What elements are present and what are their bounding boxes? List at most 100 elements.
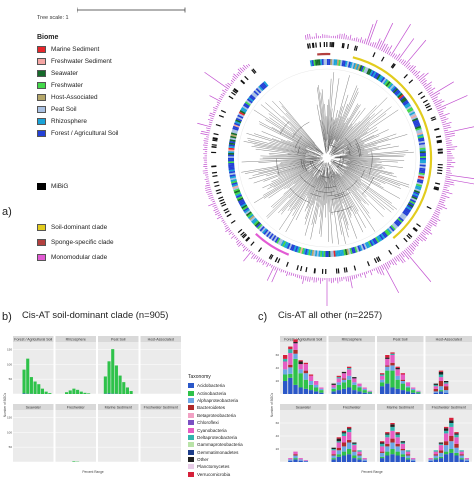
purple-bar xyxy=(213,110,216,111)
panel-c-bar-segment xyxy=(434,452,438,455)
mibig-tick xyxy=(343,43,344,48)
purple-bar xyxy=(380,266,385,275)
panel-b-bar-segment xyxy=(22,370,25,394)
purple-bar xyxy=(217,216,222,219)
panel-c-bar-segment xyxy=(283,362,287,370)
mibig-tick xyxy=(313,43,314,48)
panel-c-bar-segment xyxy=(454,444,458,448)
tree-node-arc xyxy=(293,122,310,137)
panel-c-bar-segment xyxy=(380,446,384,451)
purple-bar xyxy=(293,273,294,275)
mibig-tick xyxy=(221,202,226,204)
tree-branch xyxy=(335,152,414,157)
clade-legend-item: Monomodular clade xyxy=(37,252,114,262)
mibig-tick xyxy=(437,170,442,171)
panel-c-bar-segment xyxy=(439,457,443,458)
panel-c-bar-segment xyxy=(390,443,394,450)
biome-ring-segment xyxy=(325,59,327,65)
panel-c-bar-segment xyxy=(362,389,366,390)
clade-legend-item: Sponge-specific clade xyxy=(37,237,114,247)
purple-bar xyxy=(219,98,222,100)
panel-c-bar-segment xyxy=(444,393,448,394)
panel-c-bar-segment xyxy=(331,448,335,449)
panel-c-bar-segment xyxy=(385,358,389,359)
purple-bar xyxy=(440,117,446,119)
panel-c-bar-segment xyxy=(380,444,384,447)
panel-c-bar-segment xyxy=(352,382,356,385)
purple-bar xyxy=(204,139,208,140)
panel-c-bar-segment xyxy=(293,458,297,459)
panel-b-y-axis-label: Number of BGCs xyxy=(3,392,7,417)
panel-c-bar-segment xyxy=(459,459,463,462)
tree-branch xyxy=(347,146,399,155)
purple-bar xyxy=(358,274,359,276)
purple-bar xyxy=(246,65,248,67)
panel-c-bar-segment xyxy=(439,372,443,375)
taxonomy-item: Planctomycetes xyxy=(188,463,243,470)
biome-legend-swatch xyxy=(37,106,46,113)
panel-c-bar-segment xyxy=(288,378,292,394)
panel-b-facet-label: Seawater xyxy=(26,405,42,409)
panel-c-bar-segment xyxy=(309,385,313,390)
panel-c-bar-segment xyxy=(385,365,389,366)
panel-c-bar-segment xyxy=(459,450,463,451)
panel-c-bar-segment xyxy=(395,435,399,438)
purple-bar xyxy=(438,111,443,113)
panel-c-bar-segment xyxy=(298,369,302,373)
panel-c-y-axis-label: Number of BGCs xyxy=(270,392,274,417)
panel-c-bar-segment xyxy=(362,388,366,389)
panel-c-bar-segment xyxy=(385,435,389,438)
purple-bar xyxy=(436,209,440,211)
taxonomy-label: Other xyxy=(197,457,209,462)
mibig-tick xyxy=(238,229,242,232)
purple-bar xyxy=(412,70,415,73)
purple-bar xyxy=(383,264,398,293)
panel-c-bar-segment xyxy=(288,365,292,368)
panel-c-bar-segment xyxy=(331,391,335,394)
purple-bar xyxy=(215,211,219,213)
panel-c-bar-segment xyxy=(288,458,292,459)
panel-c-bar-segment xyxy=(385,444,389,447)
purple-bar xyxy=(259,259,261,263)
purple-bar xyxy=(444,185,450,186)
panel-c-bar-segment xyxy=(342,380,346,383)
panel-c-bar-segment xyxy=(331,384,335,385)
purple-bar xyxy=(442,122,446,123)
purple-bar xyxy=(208,119,213,121)
panel-c-bar-segment xyxy=(439,375,443,378)
panel-b-title: Cis-AT soil-dominant clade (n=905) xyxy=(22,309,168,320)
taxonomy-item: Gemmatimonadetes xyxy=(188,449,243,456)
panel-c-bar-segment xyxy=(454,456,458,463)
mibig-tick xyxy=(404,74,407,78)
mibig-tick xyxy=(437,173,442,174)
purple-bar xyxy=(368,20,377,45)
panel-c-bar-segment xyxy=(444,381,448,382)
panel-b-y-tick-label: 100 xyxy=(7,362,12,366)
panel-c-bar-segment xyxy=(368,393,372,394)
purple-bar xyxy=(364,272,366,278)
panel-b-bar-segment xyxy=(126,387,129,394)
panel-c-bar-segment xyxy=(314,388,318,392)
panel-c-bar-segment xyxy=(454,437,458,444)
panel-c-bar-segment xyxy=(337,443,341,448)
tree-branch xyxy=(241,161,309,172)
panel-c-bar-segment xyxy=(395,446,399,451)
panel-b-y-tick-label: 150 xyxy=(7,347,12,351)
purple-bar xyxy=(270,264,271,266)
mibig-tick xyxy=(231,92,235,95)
purple-bar xyxy=(374,268,375,270)
panel-c-bar-segment xyxy=(395,376,399,380)
purple-bar xyxy=(399,59,401,62)
purple-bar xyxy=(399,254,405,262)
purple-bar xyxy=(225,227,228,229)
taxonomy-item: Other xyxy=(188,456,243,463)
panel-c-bar-segment xyxy=(395,389,399,394)
panel-c-bar-segment xyxy=(352,444,356,445)
biome-ring-segment xyxy=(228,156,234,158)
panel-c-bar-segment xyxy=(449,449,453,453)
panel-b-bar-segment xyxy=(80,392,83,394)
purple-bar xyxy=(297,274,298,277)
mibig-label: MiBiG xyxy=(51,183,68,190)
panel-c-bar-segment xyxy=(390,363,394,366)
panel-c-bar-segment xyxy=(352,445,356,450)
